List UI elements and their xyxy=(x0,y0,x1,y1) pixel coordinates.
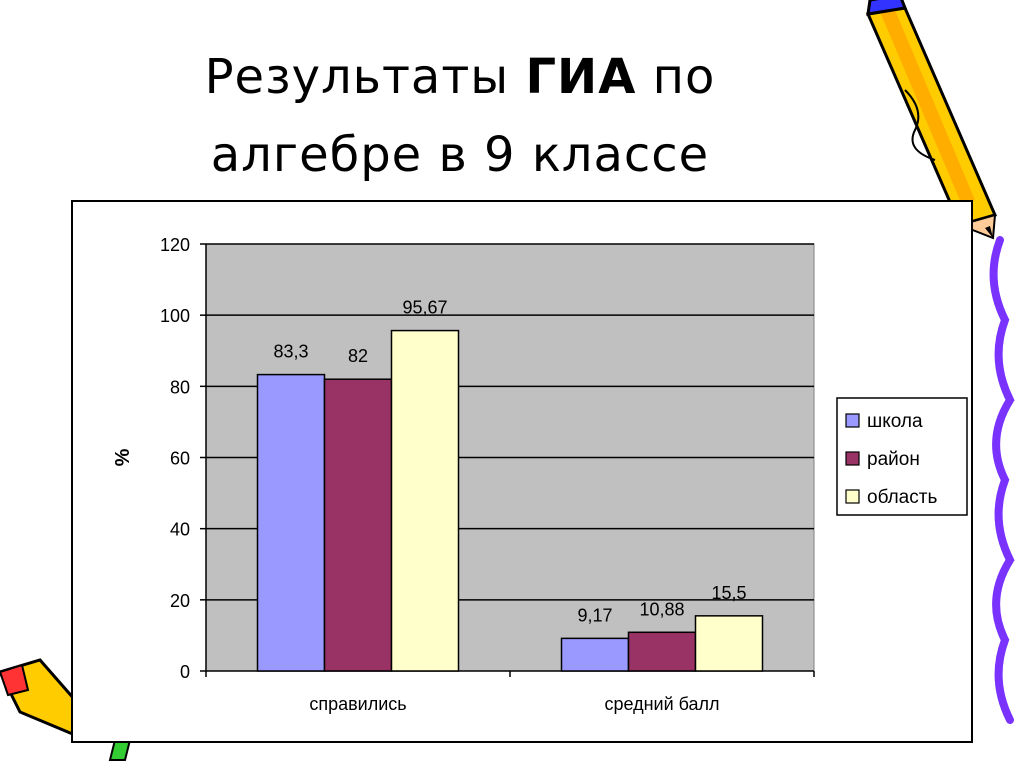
legend-swatch-1 xyxy=(845,413,860,428)
bar-1-1 xyxy=(256,373,326,672)
legend-swatch-2 xyxy=(845,451,860,466)
legend-label-3: область xyxy=(867,487,937,508)
bar-chart: 0 20 40 60 80 100 120% справились 83,3 82 95,67 сре… xyxy=(112,235,968,714)
legend-label-2: район xyxy=(867,449,920,470)
pencil-bottom-left-icon xyxy=(0,658,132,761)
x-tick-label: средний балл xyxy=(604,694,719,714)
legend-swatch-3 xyxy=(845,489,860,504)
chart-frame: 0 20 40 60 80 100 120% справились 83,3 82 95,67 сре… xyxy=(71,200,973,743)
pencil-top-right-icon xyxy=(865,0,998,240)
y-tick-label: 100 xyxy=(160,306,190,326)
data-label: 95,67 xyxy=(402,298,447,318)
title-line2: алгебре в 9 классе xyxy=(210,127,710,183)
y-tick-label: 0 xyxy=(180,662,190,682)
title-line1-pre: Результаты xyxy=(204,49,526,105)
y-tick-label: 60 xyxy=(170,449,190,469)
y-tick-label: 80 xyxy=(170,377,190,397)
data-label: 9,17 xyxy=(577,605,612,625)
legend-label-1: школа xyxy=(867,411,923,432)
purple-squiggle-icon xyxy=(989,236,1015,724)
bar-3-1 xyxy=(390,329,460,672)
x-tick-label: справились xyxy=(309,694,406,714)
slide-title: Результаты ГИА по алгебре в 9 классе xyxy=(100,38,820,194)
y-tick-label: 20 xyxy=(170,591,190,611)
title-line1-post: по xyxy=(636,49,716,105)
data-label: 83,3 xyxy=(273,342,308,362)
data-label: 10,88 xyxy=(639,599,684,619)
title-line1-bold: ГИА xyxy=(525,49,637,105)
data-label: 82 xyxy=(348,346,368,366)
bar-2-1 xyxy=(323,378,393,672)
y-tick-label: 40 xyxy=(170,520,190,540)
bar-3-2 xyxy=(694,615,764,672)
data-label: 15,5 xyxy=(711,583,746,603)
bar-1-2 xyxy=(560,637,630,672)
y-axis-label: % xyxy=(112,448,134,466)
bar-2-2 xyxy=(627,631,697,672)
y-tick-label: 120 xyxy=(160,235,190,255)
